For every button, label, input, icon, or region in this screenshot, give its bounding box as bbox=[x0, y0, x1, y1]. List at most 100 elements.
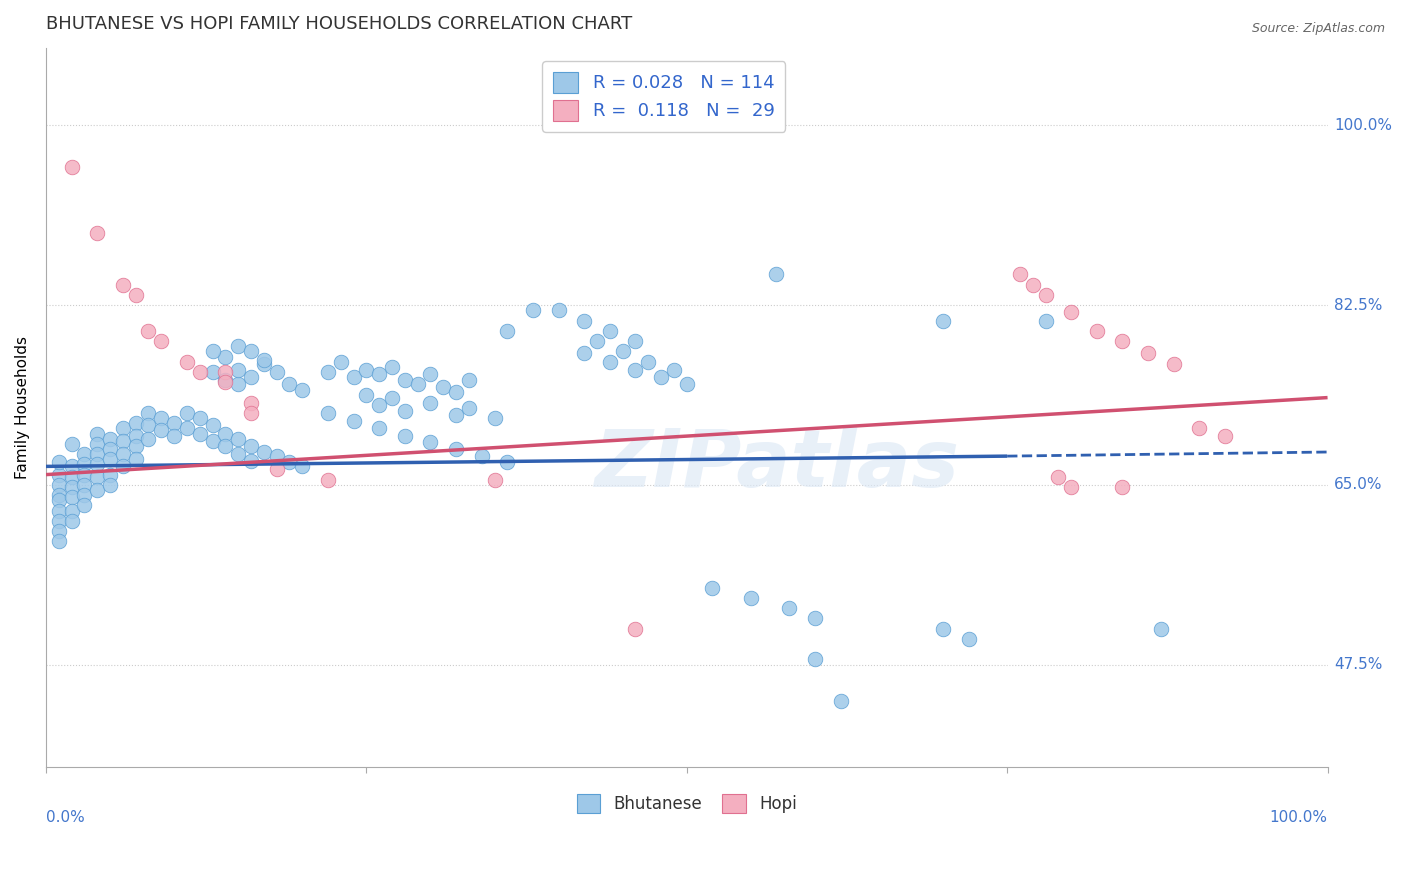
Point bbox=[73, 488, 96, 502]
Point bbox=[73, 478, 96, 492]
Point bbox=[278, 455, 301, 469]
Point bbox=[368, 421, 391, 435]
Point bbox=[1137, 346, 1160, 360]
Point bbox=[266, 462, 288, 476]
Point bbox=[342, 370, 364, 384]
Point bbox=[188, 426, 211, 441]
Point bbox=[86, 483, 108, 497]
Point bbox=[316, 365, 339, 379]
Point bbox=[48, 478, 70, 492]
Point bbox=[586, 334, 609, 348]
Point bbox=[253, 357, 276, 371]
Point bbox=[394, 428, 416, 442]
Point bbox=[624, 622, 647, 636]
Point bbox=[1047, 469, 1070, 483]
Y-axis label: Family Households: Family Households bbox=[15, 336, 30, 479]
Point bbox=[830, 693, 852, 707]
Point bbox=[86, 469, 108, 483]
Text: Source: ZipAtlas.com: Source: ZipAtlas.com bbox=[1251, 22, 1385, 36]
Point bbox=[457, 373, 479, 387]
Point bbox=[111, 277, 134, 292]
Point bbox=[214, 375, 236, 389]
Point bbox=[484, 473, 506, 487]
Point bbox=[368, 398, 391, 412]
Point bbox=[86, 426, 108, 441]
Point bbox=[1035, 288, 1057, 302]
Point bbox=[163, 428, 186, 442]
Point bbox=[86, 447, 108, 461]
Point bbox=[406, 377, 429, 392]
Point bbox=[637, 354, 659, 368]
Point bbox=[98, 442, 121, 456]
Point bbox=[86, 458, 108, 472]
Point bbox=[138, 406, 160, 420]
Point bbox=[163, 417, 186, 431]
Point bbox=[240, 395, 263, 409]
Point bbox=[381, 391, 404, 405]
Point bbox=[778, 601, 800, 615]
Point bbox=[1163, 357, 1185, 371]
Point bbox=[201, 434, 224, 448]
Point bbox=[240, 370, 263, 384]
Point bbox=[176, 354, 198, 368]
Point bbox=[226, 432, 249, 446]
Point bbox=[342, 414, 364, 428]
Point bbox=[125, 439, 148, 453]
Point bbox=[111, 421, 134, 435]
Point bbox=[291, 384, 314, 398]
Point bbox=[226, 363, 249, 377]
Point bbox=[471, 449, 494, 463]
Point bbox=[419, 367, 441, 381]
Text: 47.5%: 47.5% bbox=[1334, 657, 1382, 672]
Point bbox=[1188, 421, 1211, 435]
Point bbox=[1035, 313, 1057, 327]
Legend: Bhutanese, Hopi: Bhutanese, Hopi bbox=[571, 788, 803, 820]
Point bbox=[599, 324, 621, 338]
Point bbox=[125, 288, 148, 302]
Point bbox=[73, 467, 96, 482]
Point bbox=[60, 160, 83, 174]
Point bbox=[1060, 305, 1083, 319]
Point bbox=[740, 591, 762, 605]
Point bbox=[574, 346, 596, 360]
Point bbox=[98, 432, 121, 446]
Text: 100.0%: 100.0% bbox=[1334, 118, 1392, 133]
Point bbox=[48, 503, 70, 517]
Point bbox=[624, 363, 647, 377]
Point bbox=[60, 469, 83, 483]
Point bbox=[957, 632, 980, 646]
Point bbox=[316, 406, 339, 420]
Point bbox=[240, 439, 263, 453]
Point bbox=[138, 418, 160, 433]
Point bbox=[356, 387, 378, 401]
Point bbox=[419, 395, 441, 409]
Point bbox=[1150, 622, 1173, 636]
Point bbox=[356, 363, 378, 377]
Point bbox=[150, 334, 173, 348]
Point bbox=[98, 467, 121, 482]
Point bbox=[316, 473, 339, 487]
Point bbox=[48, 488, 70, 502]
Point bbox=[444, 408, 467, 422]
Text: 82.5%: 82.5% bbox=[1334, 298, 1382, 313]
Point bbox=[111, 434, 134, 448]
Point bbox=[214, 439, 236, 453]
Point bbox=[266, 365, 288, 379]
Point bbox=[484, 411, 506, 425]
Point bbox=[201, 418, 224, 433]
Point bbox=[226, 377, 249, 392]
Point bbox=[444, 442, 467, 456]
Point bbox=[214, 365, 236, 379]
Point bbox=[214, 426, 236, 441]
Point bbox=[457, 401, 479, 415]
Point bbox=[240, 406, 263, 420]
Text: ZIPatlas: ZIPatlas bbox=[593, 426, 959, 504]
Point bbox=[60, 503, 83, 517]
Point bbox=[111, 447, 134, 461]
Point bbox=[176, 421, 198, 435]
Point bbox=[675, 377, 697, 392]
Point bbox=[48, 493, 70, 508]
Point bbox=[214, 350, 236, 364]
Point bbox=[201, 365, 224, 379]
Point bbox=[1111, 334, 1133, 348]
